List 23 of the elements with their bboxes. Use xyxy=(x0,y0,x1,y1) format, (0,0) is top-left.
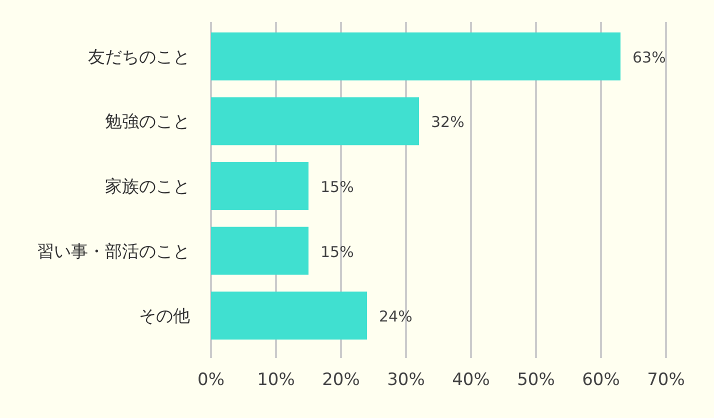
x-tick-label: 10% xyxy=(257,370,295,390)
bar xyxy=(211,32,620,80)
bar xyxy=(211,97,419,146)
x-tick-label: 30% xyxy=(387,370,425,390)
x-tick-label: 60% xyxy=(582,370,620,390)
x-tick-label: 50% xyxy=(517,370,555,390)
y-tick-label: その他 xyxy=(139,306,190,327)
y-tick-label: 勉強のこと xyxy=(105,112,190,132)
data-label: 32% xyxy=(431,113,464,132)
bar xyxy=(211,162,308,210)
data-label: 24% xyxy=(379,308,412,326)
x-tick-label: 0% xyxy=(198,370,224,390)
x-tick-label: 40% xyxy=(452,370,490,390)
x-tick-label: 20% xyxy=(322,370,360,390)
bar xyxy=(211,292,367,340)
y-tick-label: 友だちのこと xyxy=(88,47,190,68)
data-label: 15% xyxy=(320,242,354,261)
data-label: 15% xyxy=(320,178,354,196)
y-tick-label: 習い事・部活のこと xyxy=(37,242,190,262)
y-tick-label: 家族のこと xyxy=(105,177,190,197)
x-tick-label: 70% xyxy=(647,370,685,390)
bar xyxy=(211,226,308,275)
data-label: 63% xyxy=(632,48,666,66)
